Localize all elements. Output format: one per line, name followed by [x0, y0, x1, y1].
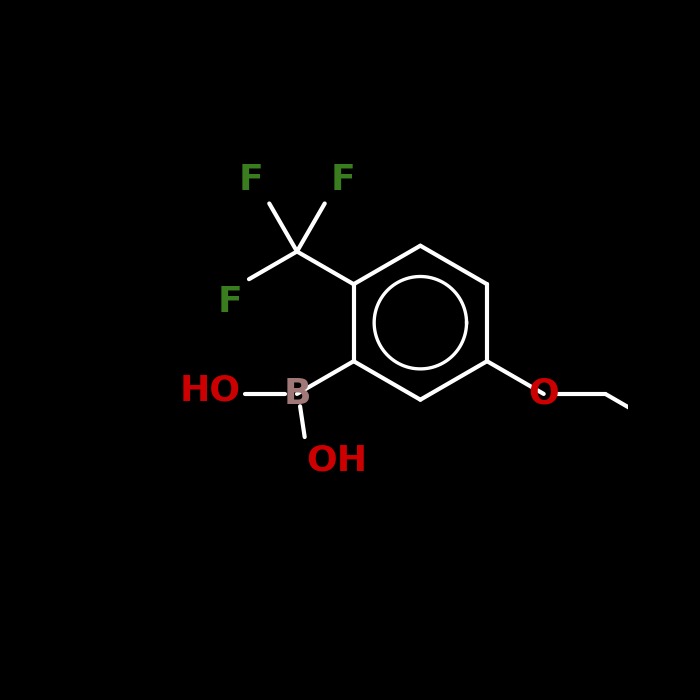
- Text: F: F: [331, 163, 356, 197]
- Text: O: O: [528, 377, 559, 411]
- Text: B: B: [284, 377, 311, 411]
- Text: F: F: [218, 286, 243, 319]
- Text: OH: OH: [306, 444, 368, 478]
- Text: F: F: [239, 163, 263, 197]
- Text: HO: HO: [180, 374, 241, 408]
